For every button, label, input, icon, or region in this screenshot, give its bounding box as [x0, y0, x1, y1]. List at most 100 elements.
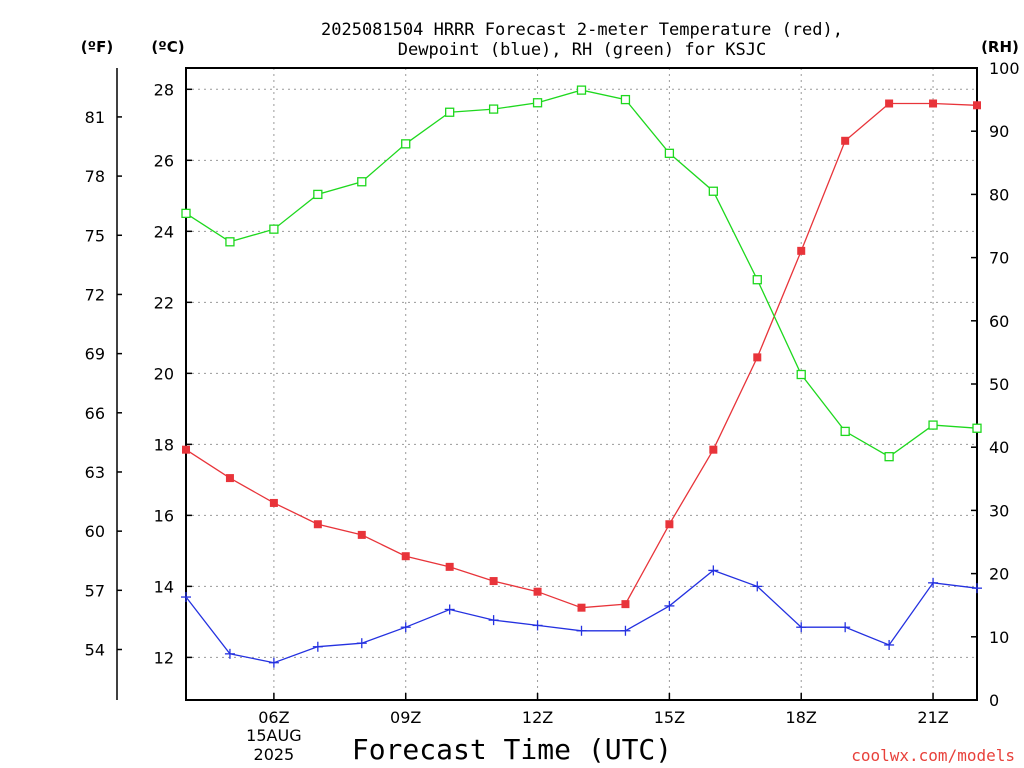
data-point-dewpoint	[752, 581, 763, 592]
data-point-rh	[972, 423, 982, 433]
data-point-rh	[620, 94, 631, 105]
fahrenheit-tick-label: 78	[85, 167, 105, 186]
data-point-rh	[840, 426, 850, 437]
series-line-temperature	[185, 102, 978, 609]
rh-tick-label: 10	[989, 628, 1009, 647]
data-point-temperature	[357, 530, 366, 539]
series-dewpoint	[181, 565, 982, 668]
series-line-rh	[185, 89, 978, 458]
data-point-dewpoint	[664, 600, 675, 611]
data-point-rh	[884, 452, 894, 462]
data-point-dewpoint	[356, 638, 367, 649]
data-point-temperature	[577, 603, 586, 612]
chart-title-line-1: 2025081504 HRRR Forecast 2-meter Tempera…	[321, 20, 843, 40]
fahrenheit-unit-label: (ºF)	[81, 38, 113, 56]
data-point-dewpoint	[312, 641, 323, 652]
data-point-rh	[752, 275, 762, 285]
axes	[116, 67, 978, 701]
data-point-dewpoint	[268, 657, 279, 668]
rh-tick-label: 90	[989, 122, 1009, 141]
data-point-temperature	[269, 498, 278, 507]
chart-title: 2025081504 HRRR Forecast 2-meter Tempera…	[321, 20, 843, 60]
data-point-dewpoint	[181, 592, 191, 603]
data-point-rh	[269, 224, 279, 234]
data-point-dewpoint	[620, 625, 631, 636]
rh-tick-label: 30	[989, 501, 1009, 520]
rh-tick-label: 0	[989, 691, 999, 710]
data-point-temperature	[225, 474, 234, 483]
data-point-rh	[796, 369, 806, 380]
data-point-temperature	[401, 552, 410, 561]
fahrenheit-tick-label: 81	[85, 108, 105, 127]
x-tick-label: 06Z	[258, 708, 289, 727]
fahrenheit-tick-label: 63	[85, 463, 105, 482]
x-tick-label: 18Z	[786, 708, 817, 727]
x-tick-label: 12Z	[522, 708, 553, 727]
data-point-dewpoint	[972, 583, 982, 594]
celsius-tick-label: 18	[154, 435, 174, 454]
data-point-temperature	[182, 445, 190, 454]
series-temperature	[182, 99, 981, 612]
data-point-dewpoint	[224, 648, 235, 659]
data-point-rh	[225, 237, 235, 247]
x-tick-label: 21Z	[917, 708, 948, 727]
data-point-temperature	[313, 520, 322, 529]
fahrenheit-tick-label: 72	[85, 285, 105, 304]
data-point-temperature	[621, 600, 630, 609]
rh-unit-label: (RH)	[981, 38, 1019, 56]
data-point-rh	[445, 107, 455, 117]
data-point-dewpoint	[884, 639, 895, 650]
data-point-rh	[708, 186, 718, 196]
celsius-tick-label: 22	[154, 293, 174, 312]
data-point-temperature	[885, 99, 894, 108]
fahrenheit-tick-label: 60	[85, 522, 105, 541]
x-axis-label: Forecast Time (UTC)	[352, 733, 672, 766]
fahrenheit-tick-label: 66	[85, 404, 105, 423]
rh-tick-label: 20	[989, 565, 1009, 584]
data-point-dewpoint	[708, 565, 719, 576]
data-point-dewpoint	[576, 625, 587, 636]
data-point-dewpoint	[532, 620, 543, 631]
rh-tick-label: 60	[989, 312, 1009, 331]
data-point-temperature	[445, 562, 454, 571]
data-point-temperature	[973, 101, 981, 110]
rh-tick-label: 100	[989, 59, 1020, 78]
data-point-temperature	[797, 246, 806, 255]
x-tick-label: 09Z	[390, 708, 421, 727]
data-point-rh	[532, 98, 543, 108]
data-point-temperature	[929, 99, 938, 108]
rh-tick-label: 70	[989, 249, 1009, 268]
series-group	[181, 85, 982, 668]
celsius-tick-label: 16	[154, 506, 174, 525]
data-point-rh	[488, 104, 499, 114]
fahrenheit-tick-label: 75	[85, 226, 105, 245]
data-point-rh	[357, 177, 367, 187]
x-tick-label: 15Z	[654, 708, 685, 727]
series-rh	[181, 85, 982, 462]
data-point-temperature	[841, 136, 850, 145]
data-point-dewpoint	[796, 622, 807, 633]
series-line-dewpoint	[185, 569, 978, 664]
data-point-rh	[401, 139, 411, 149]
celsius-unit-label: (ºC)	[151, 38, 184, 56]
data-point-temperature	[489, 577, 498, 586]
data-point-dewpoint	[928, 577, 939, 588]
rh-tick-label: 80	[989, 185, 1009, 204]
credit-text: coolwx.com/models	[851, 746, 1015, 765]
celsius-tick-label: 14	[154, 577, 174, 596]
data-point-dewpoint	[488, 615, 499, 626]
chart-title-line-2: Dewpoint (blue), RH (green) for KSJC	[398, 40, 766, 60]
x-year-label: 2025	[254, 745, 295, 764]
rh-tick-label: 40	[989, 438, 1009, 457]
data-point-rh	[928, 420, 938, 430]
celsius-tick-label: 20	[154, 364, 174, 383]
celsius-tick-label: 26	[154, 151, 174, 170]
data-point-temperature	[709, 445, 718, 454]
data-point-temperature	[753, 353, 762, 362]
data-point-rh	[576, 85, 587, 95]
data-point-temperature	[665, 520, 674, 529]
celsius-tick-label: 28	[154, 80, 174, 99]
data-point-rh	[664, 148, 675, 158]
data-point-dewpoint	[400, 622, 411, 633]
